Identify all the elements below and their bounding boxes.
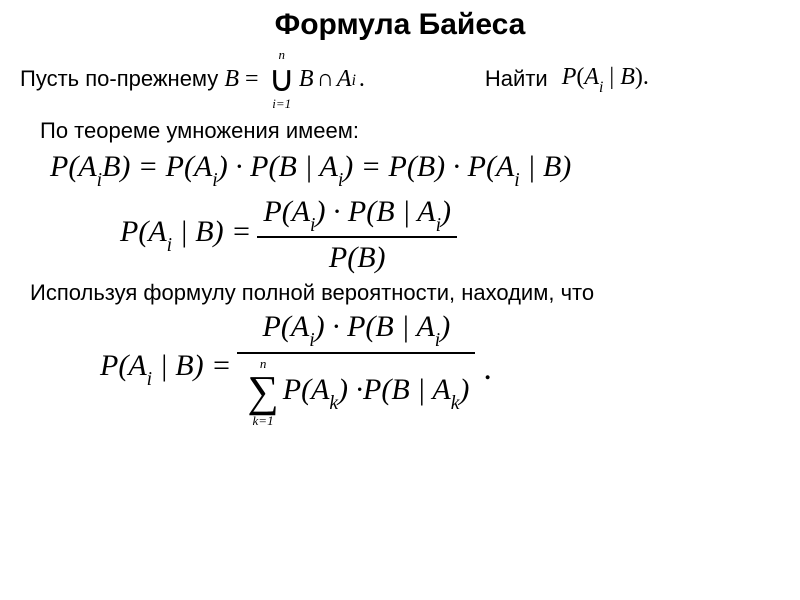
eq2-li: i: [167, 235, 172, 256]
eq2-lhs2: | B) =: [172, 215, 251, 248]
union-rhs-a: A: [337, 66, 352, 93]
sum-symbol: ∑: [247, 370, 278, 414]
total-prob-text: Используя формулу полной вероятности, на…: [30, 280, 780, 306]
mult-theorem-text: По теореме умножения имеем:: [40, 118, 780, 144]
fraction-bar: [257, 236, 457, 238]
union-symbol: ∪: [269, 61, 295, 97]
eq1-i4: i: [514, 170, 519, 191]
eq3-ni2: i: [435, 330, 440, 351]
eq1-t2: B) = P(A: [102, 150, 212, 183]
b-letter: B: [620, 64, 635, 90]
find-text: Найти: [485, 66, 548, 92]
eq-sign: =: [245, 66, 259, 93]
eq3-li: i: [147, 369, 152, 390]
eq3-fraction: P(Ai) · P(B | Ai) n ∑ k=1 P(Ak) ·P(B | A…: [237, 310, 475, 426]
equation-3: P(Ai | B) = P(Ai) · P(B | Ai) n ∑ k=1 P(…: [100, 310, 780, 426]
union-rhs-b: B: [299, 66, 314, 93]
eq2-lhs1: P(A: [120, 215, 167, 248]
eq3-num2: ) · P(B | A: [315, 310, 435, 343]
bar-symbol: |: [603, 64, 620, 90]
premise-text: Пусть по-прежнему: [20, 66, 218, 92]
eq1-t1: P(A: [50, 150, 97, 183]
eq1-i3: i: [338, 170, 343, 191]
eq2-num1: P(A: [263, 195, 310, 228]
union-operator: n ∪ i=1: [269, 48, 295, 110]
eq2-num3: ): [441, 195, 451, 228]
page-title: Формула Байеса: [20, 8, 780, 42]
eq3-num1: P(A: [263, 310, 310, 343]
union-lhs: B: [224, 66, 239, 93]
a-letter: A: [584, 64, 599, 90]
eq3-den2: ) ·P(B | A: [338, 373, 451, 406]
eq3-lhs1: P(A: [100, 349, 147, 382]
equation-1: P(AiB) = P(Ai) · P(B | Ai) = P(B) · P(Ai…: [50, 150, 780, 189]
eq2-ni2: i: [436, 215, 441, 236]
cap-symbol: ∩: [317, 66, 334, 93]
eq3-dk: k: [329, 393, 338, 414]
rparen: ).: [635, 64, 649, 90]
find-expression: P(Ai | B).: [562, 64, 649, 95]
eq3-ni: i: [309, 330, 314, 351]
eq1-t5: | B): [520, 150, 572, 183]
final-period: .: [483, 350, 492, 388]
eq1-t4: ) = P(B) · P(A: [343, 150, 514, 183]
sum-operator: n ∑ k=1: [247, 357, 278, 427]
equation-2: P(Ai | B) = P(Ai) · P(B | Ai) P(B): [120, 195, 780, 274]
eq2-num2: ) · P(B | A: [315, 195, 435, 228]
fraction-bar-3: [237, 352, 475, 354]
eq2-fraction: P(Ai) · P(B | Ai) P(B): [257, 195, 457, 274]
union-dot: .: [359, 66, 365, 93]
union-rhs-i: i: [352, 72, 356, 90]
p-letter: P: [562, 64, 577, 90]
union-equation: B = n ∪ i=1 B ∩ A i .: [224, 48, 365, 110]
union-sub: i=1: [272, 97, 291, 110]
i-sub: i: [599, 79, 603, 96]
eq3-lhs2: | B) =: [152, 349, 231, 382]
eq1-t3: ) · P(B | A: [218, 150, 338, 183]
premise-line: Пусть по-прежнему B = n ∪ i=1 B ∩ A i . …: [20, 48, 780, 110]
eq3-dk2: k: [451, 393, 460, 414]
eq3-den1: P(A: [283, 373, 330, 406]
eq1-i1: i: [97, 170, 102, 191]
sum-sub: k=1: [253, 414, 274, 427]
eq3-num3: ): [440, 310, 450, 343]
eq2-ni: i: [310, 215, 315, 236]
eq1-i2: i: [212, 170, 217, 191]
eq3-den3: ): [459, 373, 469, 406]
eq2-den: P(B): [323, 241, 392, 274]
